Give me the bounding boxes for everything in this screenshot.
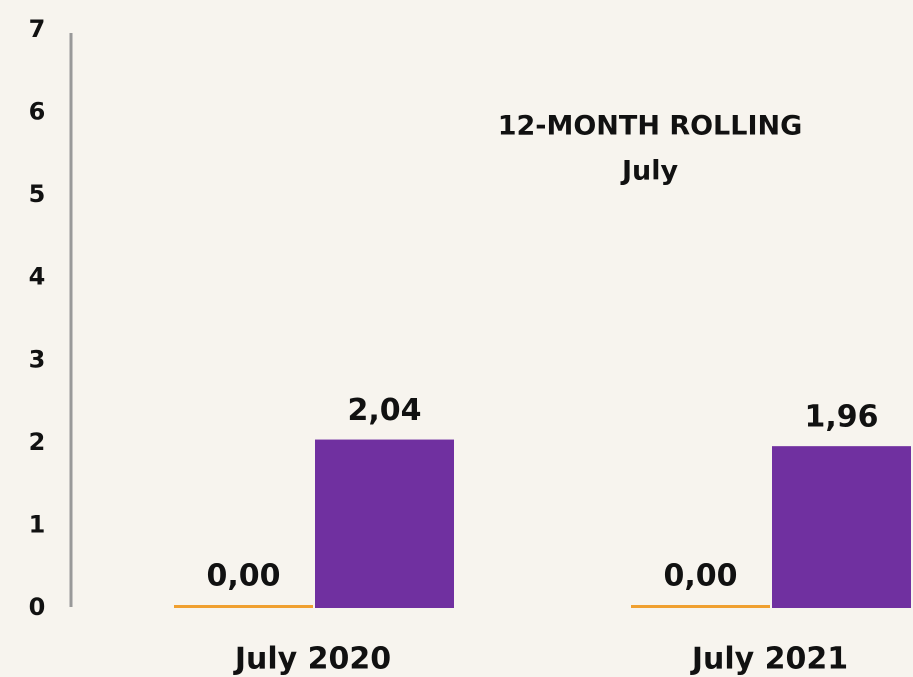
- value-label: 0,00: [206, 559, 280, 594]
- annotation: July: [620, 156, 679, 187]
- y-tick-label: 7: [29, 15, 46, 43]
- annotation: 12-MONTH ROLLING: [498, 111, 803, 142]
- x-tick-label: July 2020: [233, 642, 391, 677]
- value-label: 0,00: [663, 559, 737, 594]
- value-label: 1,96: [804, 400, 878, 435]
- y-tick-label: 5: [29, 180, 46, 208]
- y-tick-label: 2: [29, 428, 46, 456]
- x-tick-label: July 2021: [690, 642, 848, 677]
- y-tick-label: 4: [29, 263, 46, 291]
- y-tick-label: 0: [29, 593, 46, 621]
- bar: [174, 605, 313, 608]
- y-tick-label: 1: [29, 510, 46, 538]
- y-tick-label: 3: [29, 345, 46, 373]
- bar: [772, 446, 911, 608]
- bar: [631, 605, 770, 608]
- bar: [315, 439, 454, 608]
- y-tick-label: 6: [29, 98, 46, 126]
- value-label: 2,04: [347, 393, 421, 428]
